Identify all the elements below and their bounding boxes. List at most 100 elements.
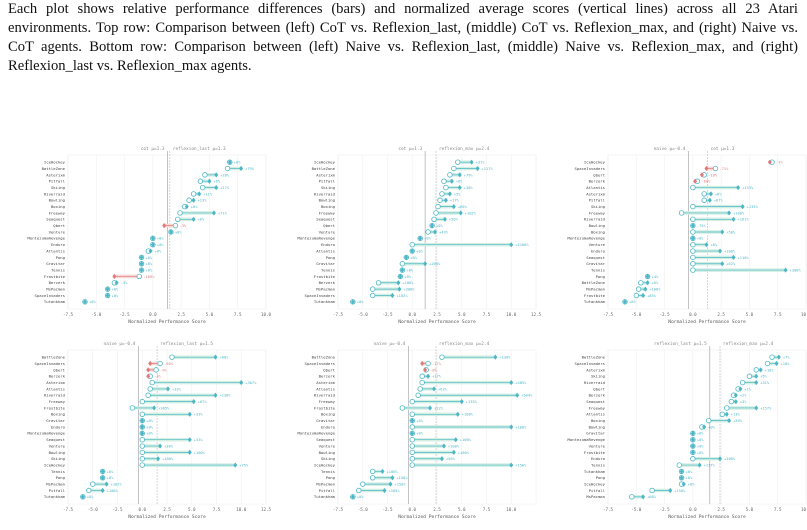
x-axis-label: Normalized Performance Score: [128, 514, 206, 520]
category-label: Asterixm: [316, 380, 335, 385]
category-label: Frostbite: [314, 405, 336, 410]
category-label: Qbert: [53, 367, 65, 372]
category-label: Atlantis: [46, 248, 65, 253]
panel-title-left: cot μ=1.3: [398, 146, 422, 152]
point-b: [150, 242, 155, 248]
category-label: Tutankham: [44, 299, 66, 304]
point-a: [419, 379, 425, 386]
point-b: [433, 229, 438, 235]
data-label: +0%: [146, 268, 153, 272]
data-label: +2%: [740, 394, 747, 398]
data-label: +100%: [724, 249, 736, 253]
category-label: Tutankham: [314, 299, 336, 304]
data-label: -60%: [164, 362, 174, 366]
category-label: BattleZone: [42, 355, 66, 360]
x-tick-label: 5.0: [746, 312, 754, 317]
data-label: +0%: [629, 300, 636, 304]
point-b: [418, 235, 423, 241]
point-b: [397, 286, 402, 292]
data-label: +0%: [697, 444, 704, 448]
point-a: [638, 280, 644, 286]
point-a: [419, 373, 425, 379]
category-label: IceHockey: [314, 160, 336, 165]
point-a: [635, 286, 642, 292]
point-b: [390, 475, 395, 481]
point-b: [423, 261, 428, 267]
point-a: [190, 191, 197, 197]
data-label: +0%: [697, 451, 704, 455]
point-a: [690, 248, 696, 254]
data-label: +100%: [515, 425, 527, 429]
x-axis-label: Normalized Performance Score: [668, 514, 746, 520]
data-label: +0%: [191, 205, 198, 209]
data-label: +0%: [157, 243, 164, 247]
point-b: [509, 462, 514, 468]
point-a: [399, 261, 406, 267]
point-a: [197, 178, 204, 184]
point-a: [746, 373, 753, 379]
category-label: SpaceInvaders: [305, 361, 335, 366]
point-b: [679, 475, 684, 481]
category-label: Tutankham: [314, 494, 336, 499]
point-b: [733, 392, 738, 398]
panel-title-left: naive μ=-0.4: [654, 146, 686, 152]
x-tick-label: -2.5: [112, 507, 123, 512]
point-b: [690, 437, 695, 443]
data-label: +307%: [245, 381, 257, 385]
point-a: [447, 172, 453, 178]
category-label: BattleZone: [582, 355, 606, 360]
point-b: [423, 367, 428, 373]
category-label: MontezumaRevenge: [28, 431, 66, 436]
x-tick-label: 0.0: [689, 507, 697, 512]
point-b: [707, 197, 712, 203]
category-label: Gravitar: [586, 431, 605, 436]
category-label: Qbert: [323, 367, 335, 372]
data-label: +0%: [146, 432, 153, 436]
data-label: +300%: [790, 268, 802, 272]
point-b: [767, 159, 772, 165]
x-tick-label: 10.0: [506, 312, 517, 317]
category-label: Bowling: [49, 198, 65, 203]
category-label: Freeway: [49, 399, 66, 404]
x-axis-label: Normalized Performance Score: [398, 514, 476, 520]
point-a: [129, 405, 136, 411]
x-axis-label: Normalized Performance Score: [398, 319, 476, 325]
point-b: [457, 184, 462, 191]
category-label: Frostbite: [44, 405, 66, 410]
point-a: [425, 229, 431, 235]
category-label: BattleZone: [312, 355, 336, 360]
category-label: Berzerk: [589, 179, 606, 184]
point-b: [740, 204, 745, 210]
point-a: [443, 184, 449, 191]
panel-title-right: reflexion_last μ=1.5: [160, 341, 213, 347]
point-b: [509, 379, 514, 386]
category-label: Boxing: [591, 229, 605, 234]
data-label: -8%: [430, 368, 437, 372]
point-b: [451, 204, 456, 210]
category-label: Pong: [326, 255, 335, 260]
point-b: [139, 267, 144, 273]
category-label: MsPacman: [46, 482, 65, 487]
category-label: Atlantis: [316, 386, 335, 391]
data-label: -71%: [719, 167, 729, 171]
category-label: MsPacman: [46, 287, 65, 292]
x-tick-label: 7.5: [483, 507, 491, 512]
point-b: [382, 487, 387, 494]
category-label: Boxing: [51, 412, 65, 417]
point-b: [428, 405, 433, 411]
point-b: [443, 197, 448, 203]
point-b: [693, 178, 698, 184]
point-b: [690, 223, 695, 229]
category-label: Tennis: [591, 267, 605, 272]
category-label: IceHockey: [584, 482, 606, 487]
category-label: Riverraid: [584, 217, 605, 222]
data-label: -17%: [432, 362, 442, 366]
point-b: [668, 487, 673, 494]
point-b: [720, 261, 725, 267]
point-b: [738, 386, 743, 392]
x-tick-label: 5.0: [458, 312, 466, 317]
category-label: Freeway: [319, 210, 336, 215]
data-label: +33%: [172, 387, 182, 391]
point-b: [736, 184, 741, 191]
data-label: +161%: [738, 218, 750, 222]
